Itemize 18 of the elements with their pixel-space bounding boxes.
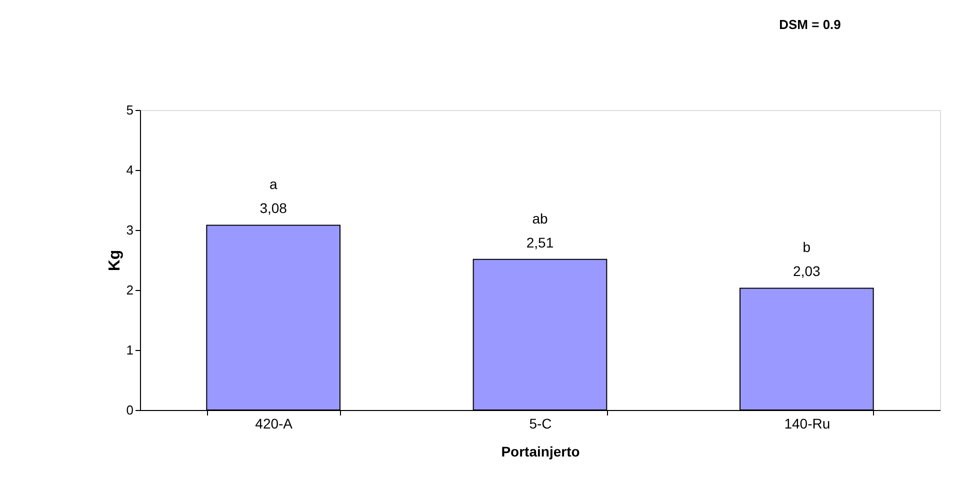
y-axis-title: Kg: [106, 250, 124, 272]
y-tick-label: 4: [126, 162, 134, 178]
data-label: 2,51: [526, 234, 554, 250]
y-tick-label: 5: [126, 102, 134, 118]
x-tick-label: 420-A: [255, 416, 294, 432]
x-tick-label: 5-C: [529, 416, 552, 432]
y-tick-label: 0: [126, 402, 134, 418]
x-axis-title: Portainjerto: [501, 444, 580, 460]
annotation: ab: [532, 210, 548, 226]
text: DSM = 0.9: [779, 17, 841, 32]
y-tick-label: 3: [126, 222, 134, 238]
x-tick-label: 140-Ru: [784, 416, 830, 432]
annotation: a: [269, 176, 278, 192]
annotation: b: [802, 239, 811, 256]
data-label: 2,03: [793, 263, 821, 280]
y-tick-label: 1: [126, 342, 134, 358]
data-label: 3,08: [260, 200, 288, 216]
y-tick-label: 2: [126, 282, 134, 298]
